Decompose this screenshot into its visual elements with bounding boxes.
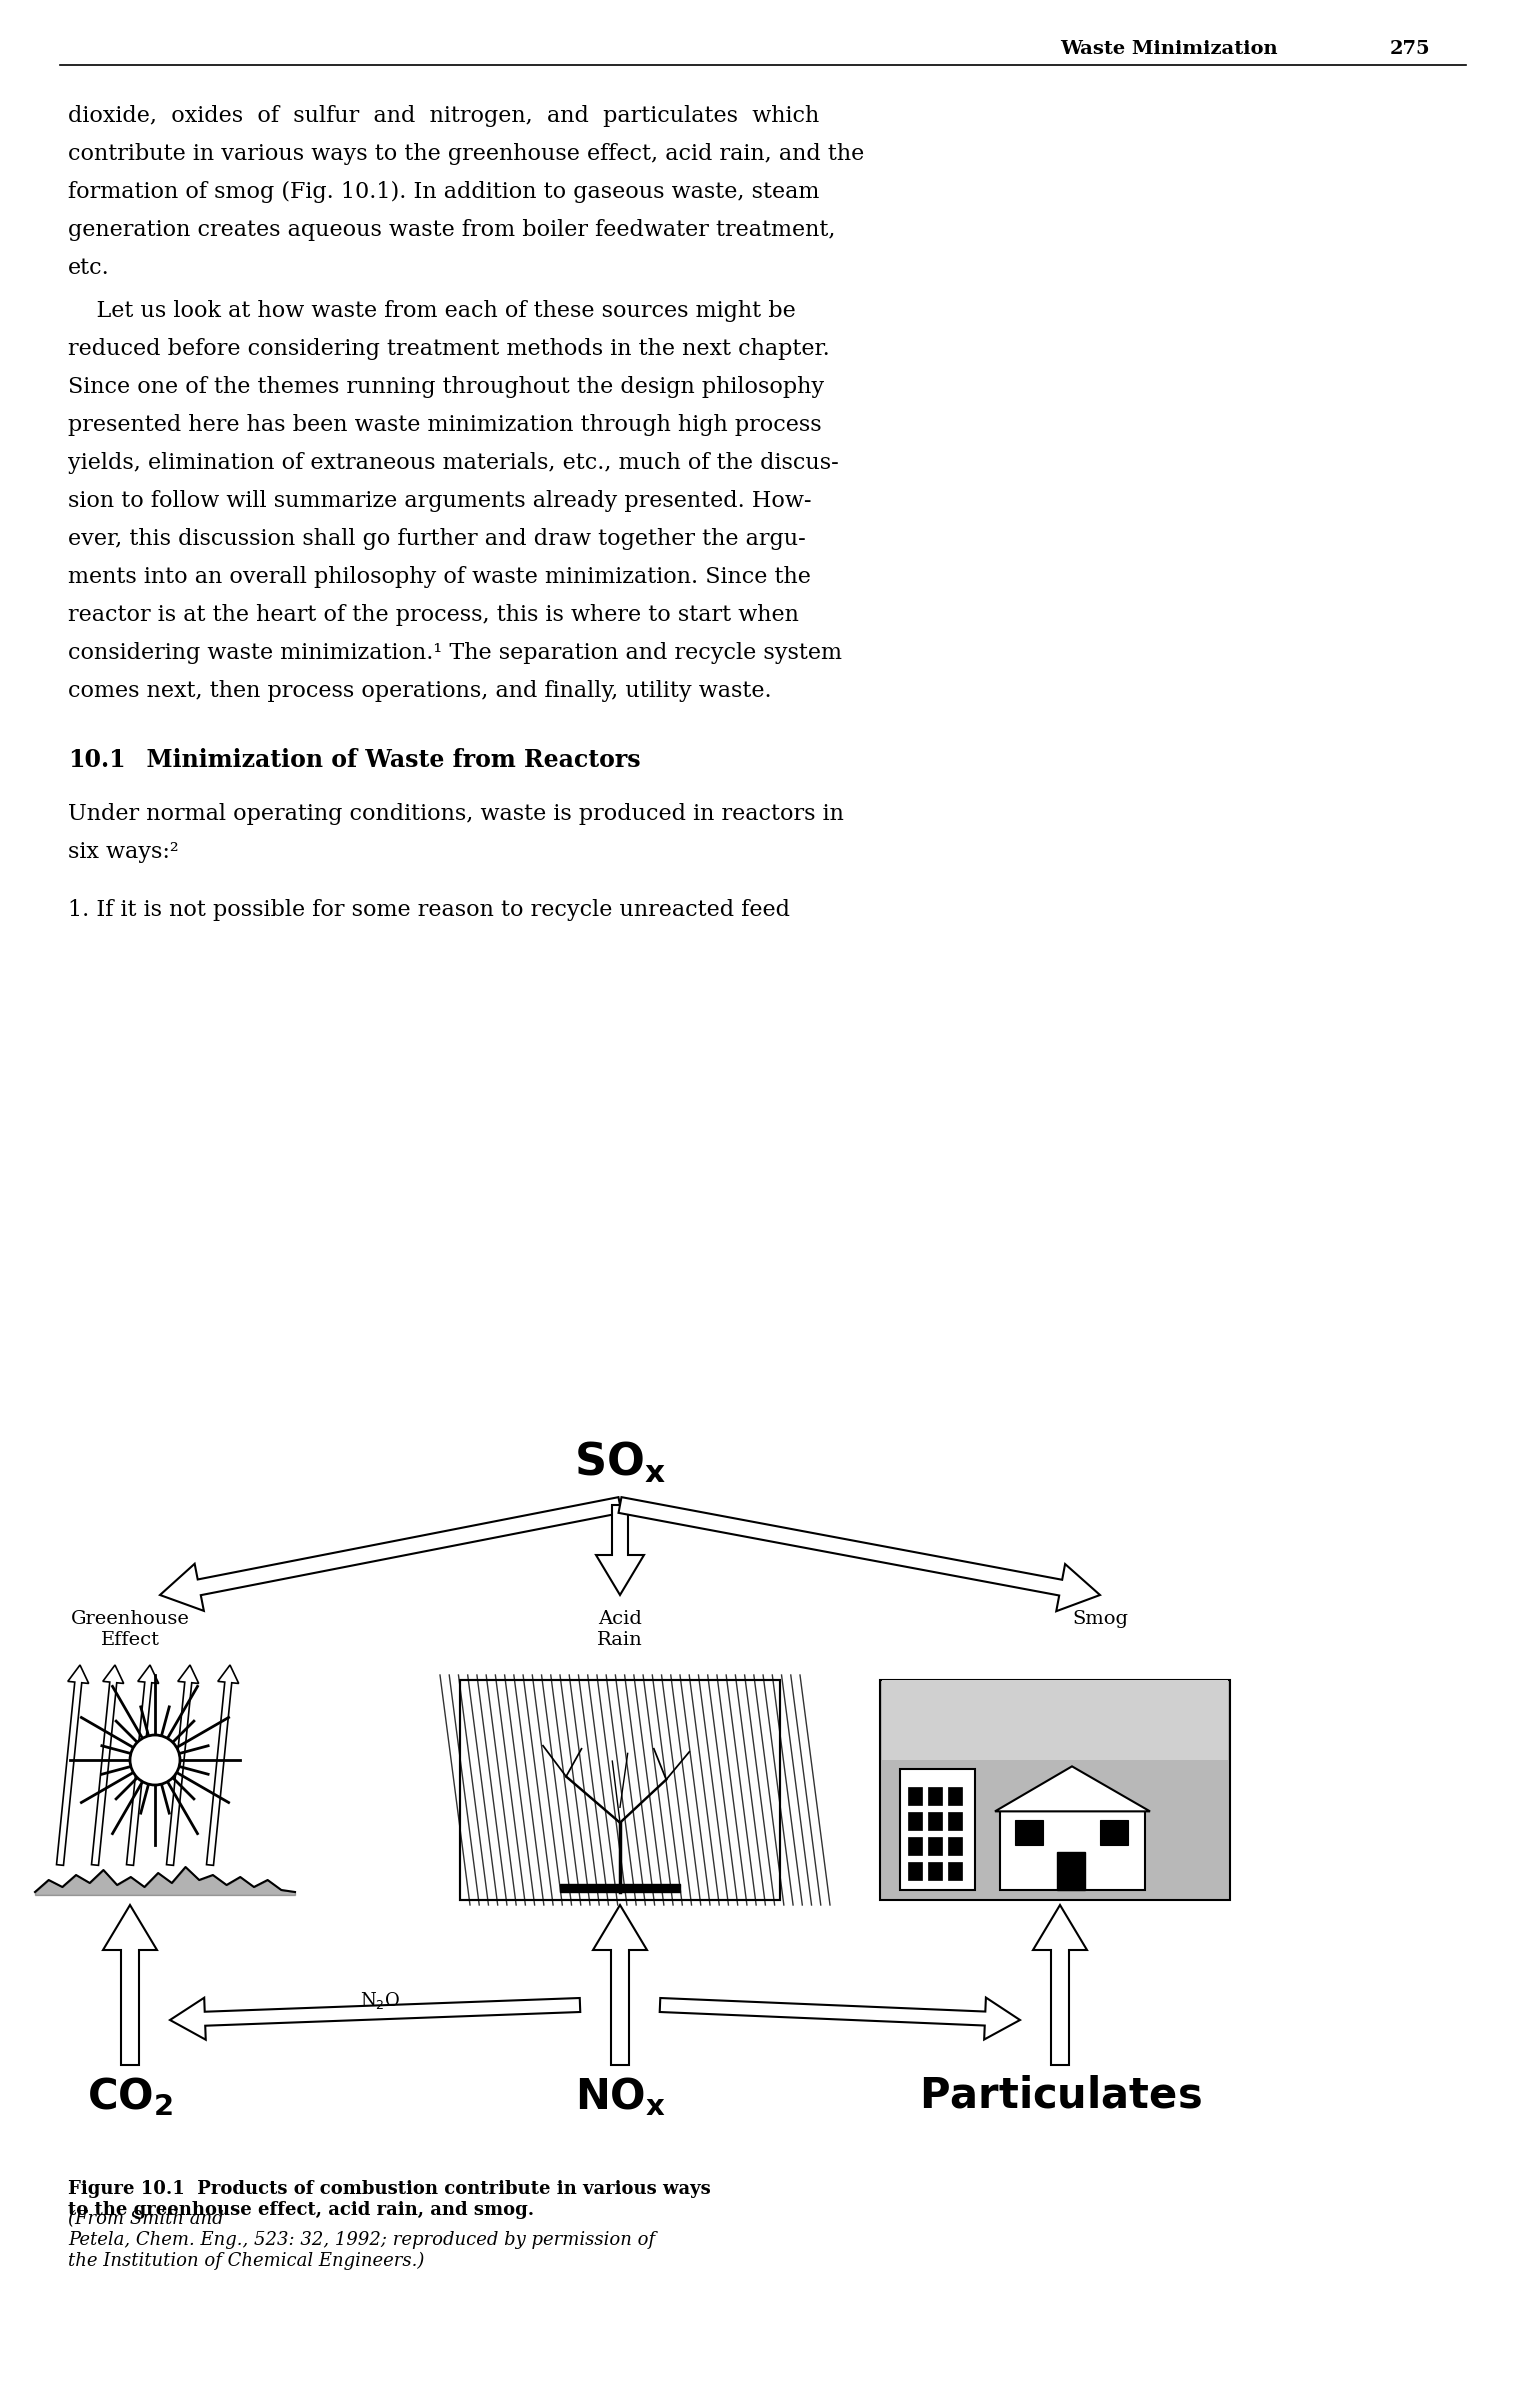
Text: Since one of the themes running throughout the design philosophy: Since one of the themes running througho… (69, 375, 824, 397)
Text: Minimization of Waste from Reactors: Minimization of Waste from Reactors (130, 749, 641, 773)
Text: Let us look at how waste from each of these sources might be: Let us look at how waste from each of th… (69, 301, 795, 323)
Bar (948, 1812, 961, 1829)
Bar (928, 1786, 942, 1805)
Polygon shape (127, 1666, 159, 1865)
Text: presented here has been waste minimization through high process: presented here has been waste minimizati… (69, 414, 821, 436)
Text: contribute in various ways to the greenhouse effect, acid rain, and the: contribute in various ways to the greenh… (69, 142, 864, 166)
Text: N$_2$O: N$_2$O (360, 1991, 400, 2010)
Circle shape (130, 1735, 180, 1786)
Bar (928, 1812, 942, 1829)
Polygon shape (206, 1666, 238, 1865)
Polygon shape (597, 1504, 644, 1596)
Text: six ways:²: six ways:² (69, 840, 179, 864)
Text: comes next, then process operations, and finally, utility waste.: comes next, then process operations, and… (69, 681, 772, 703)
Bar (882, 1680, 1228, 1760)
Bar (948, 1837, 961, 1856)
Text: Smog: Smog (1071, 1610, 1128, 1627)
Text: Waste Minimization: Waste Minimization (1061, 41, 1277, 58)
Polygon shape (618, 1497, 1100, 1610)
Text: 1. If it is not possible for some reason to recycle unreacted feed: 1. If it is not possible for some reason… (69, 898, 790, 922)
Text: sion to follow will summarize arguments already presented. How-: sion to follow will summarize arguments … (69, 491, 812, 513)
Polygon shape (594, 1904, 647, 2065)
Bar (928, 1837, 942, 1856)
Bar (948, 1786, 961, 1805)
Text: formation of smog (Fig. 10.1). In addition to gaseous waste, steam: formation of smog (Fig. 10.1). In additi… (69, 181, 819, 202)
Text: Under normal operating conditions, waste is produced in reactors in: Under normal operating conditions, waste… (69, 804, 844, 826)
Polygon shape (995, 1767, 1151, 1812)
Polygon shape (92, 1666, 124, 1865)
Text: $\mathbf{NO_x}$: $\mathbf{NO_x}$ (574, 2075, 665, 2118)
Bar (900, 1769, 975, 1889)
Text: $\mathbf{SO_x}$: $\mathbf{SO_x}$ (574, 1439, 665, 1485)
Bar (560, 1885, 681, 1892)
Text: reduced before considering treatment methods in the next chapter.: reduced before considering treatment met… (69, 337, 830, 361)
Polygon shape (102, 1904, 157, 2065)
Bar (881, 1680, 1230, 1899)
Bar (31, 1680, 301, 1899)
Text: Acid
Rain: Acid Rain (597, 1610, 642, 1649)
Bar (908, 1837, 922, 1856)
Text: $\mathbf{CO_2}$: $\mathbf{CO_2}$ (87, 2075, 172, 2118)
Text: Greenhouse
Effect: Greenhouse Effect (70, 1610, 189, 1649)
Text: 10.1: 10.1 (69, 749, 125, 773)
Bar (459, 1680, 780, 1899)
Polygon shape (659, 1998, 1019, 2039)
Bar (908, 1786, 922, 1805)
Polygon shape (1033, 1904, 1087, 2065)
Text: reactor is at the heart of the process, this is where to start when: reactor is at the heart of the process, … (69, 604, 800, 626)
Text: ever, this discussion shall go further and draw together the argu-: ever, this discussion shall go further a… (69, 527, 806, 551)
Text: yields, elimination of extraneous materials, etc., much of the discus-: yields, elimination of extraneous materi… (69, 453, 839, 474)
Bar (948, 1863, 961, 1880)
Text: ments into an overall philosophy of waste minimization. Since the: ments into an overall philosophy of wast… (69, 566, 810, 587)
Bar (928, 1863, 942, 1880)
Text: Figure 10.1  Products of combustion contribute in various ways
to the greenhouse: Figure 10.1 Products of combustion contr… (69, 2181, 711, 2219)
Polygon shape (166, 1666, 198, 1865)
Bar (1015, 1820, 1042, 1846)
Text: dioxide,  oxides  of  sulfur  and  nitrogen,  and  particulates  which: dioxide, oxides of sulfur and nitrogen, … (69, 106, 819, 128)
Bar (908, 1812, 922, 1829)
Bar (1000, 1812, 1144, 1889)
Text: etc.: etc. (69, 258, 110, 279)
Polygon shape (169, 1998, 580, 2039)
Text: $\mathbf{Particulates}$: $\mathbf{Particulates}$ (919, 2075, 1201, 2118)
Bar (1058, 1851, 1085, 1889)
Text: considering waste minimization.¹ The separation and recycle system: considering waste minimization.¹ The sep… (69, 643, 842, 664)
Bar (908, 1863, 922, 1880)
Bar (459, 1680, 780, 1899)
Polygon shape (160, 1497, 621, 1610)
Text: (From Smith and
Petela, Chem. Eng., 523: 32, 1992; reproduced by permission of
t: (From Smith and Petela, Chem. Eng., 523:… (69, 2210, 655, 2270)
Polygon shape (56, 1666, 89, 1865)
Text: generation creates aqueous waste from boiler feedwater treatment,: generation creates aqueous waste from bo… (69, 219, 836, 241)
Text: 275: 275 (1390, 41, 1431, 58)
Bar (1100, 1820, 1128, 1846)
